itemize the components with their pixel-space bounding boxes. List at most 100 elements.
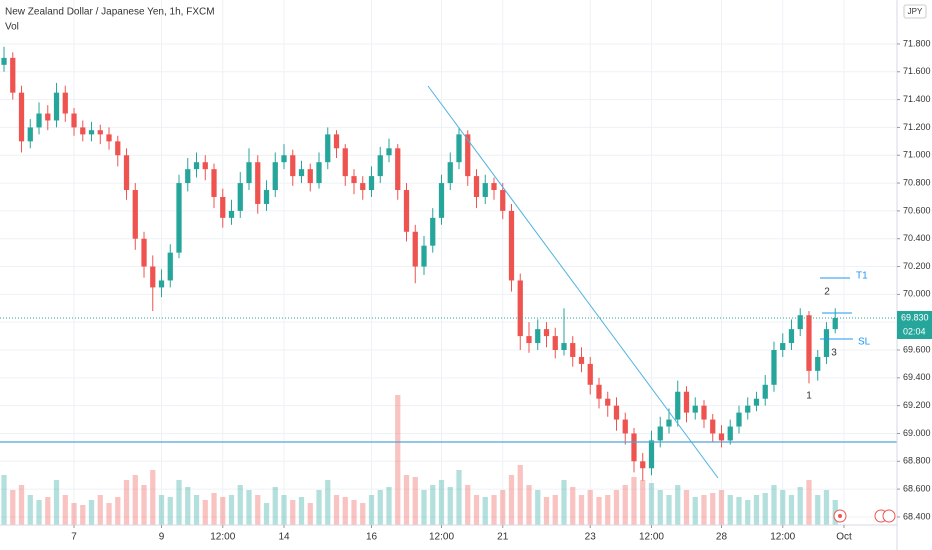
volume-bar	[613, 490, 620, 525]
candle-body	[106, 134, 112, 142]
candle-body	[561, 343, 567, 351]
volume-bar	[718, 490, 725, 525]
volume-bar	[578, 495, 585, 525]
candle-body	[535, 329, 541, 344]
candle-body	[473, 176, 480, 197]
x-tick-label: 23	[585, 532, 597, 543]
candle-body	[27, 127, 33, 142]
trend-line[interactable]	[427, 85, 719, 479]
y-tick-label: 70.600	[903, 205, 931, 215]
candle-body	[430, 217, 436, 246]
volume-bar	[771, 485, 777, 525]
volume-bar	[360, 503, 366, 525]
annotation-t1: T1	[856, 271, 868, 282]
volume-bar	[605, 495, 611, 525]
candle-body	[622, 419, 628, 434]
volume-bar	[806, 480, 812, 525]
volume-bar	[421, 490, 427, 525]
x-tick-label: 12:00	[429, 532, 454, 543]
y-tick-label: 71.200	[903, 122, 931, 132]
candle-body	[237, 183, 243, 211]
candle-body	[290, 155, 296, 177]
candle-body	[97, 130, 103, 135]
candle-body	[745, 405, 751, 413]
candle-body	[368, 176, 375, 191]
y-tick-label: 71.600	[903, 66, 931, 76]
candle-body	[508, 210, 515, 281]
volume-bar	[482, 497, 488, 525]
candle-body	[255, 162, 261, 204]
volume-bar	[255, 495, 261, 525]
candle-body	[1, 57, 7, 65]
y-tick-label: 71.000	[903, 150, 931, 160]
x-tick-label: 12:00	[770, 532, 795, 543]
x-tick-label: 21	[497, 532, 509, 543]
volume-bar	[447, 487, 453, 525]
annotation-1: 1	[806, 391, 812, 402]
candle-body	[456, 134, 462, 163]
currency-badge[interactable]	[903, 4, 927, 19]
candle-body	[552, 336, 558, 351]
candle-body	[228, 210, 235, 218]
volume-bar	[456, 470, 462, 525]
candle-body	[753, 398, 760, 406]
y-tick-label: 71.400	[903, 94, 931, 104]
y-tick-label: 68.400	[903, 511, 931, 521]
volume-bar	[465, 485, 471, 525]
volume-bar	[403, 475, 410, 525]
candle-body	[788, 329, 795, 344]
volume-bar	[745, 500, 751, 525]
volume-bar	[307, 503, 313, 525]
volume-bar	[62, 495, 68, 525]
candle-body	[202, 162, 208, 170]
volume-bar	[36, 500, 42, 525]
candle-body	[88, 130, 95, 135]
volume-bar	[517, 465, 523, 525]
event-icon[interactable]	[882, 509, 896, 523]
volume-bar	[202, 500, 208, 525]
candle-body	[465, 134, 471, 177]
last-price-label: 69.830	[901, 312, 929, 322]
annotation-2: 2	[824, 287, 830, 298]
volume-bar	[543, 497, 550, 525]
volume-bar	[106, 503, 112, 525]
volume-bar	[710, 493, 716, 525]
volume-bar	[377, 490, 383, 525]
candle-body	[605, 398, 611, 406]
y-tick-label: 69.200	[903, 400, 931, 410]
candle-body	[115, 141, 121, 156]
candle-body	[10, 57, 16, 93]
candle-body	[640, 461, 646, 469]
candle-body	[167, 252, 173, 281]
volume-bar	[552, 495, 558, 525]
currency: JPY	[908, 7, 923, 16]
candle-body	[377, 155, 383, 177]
x-tick-label: 7	[71, 532, 77, 543]
volume-bar	[185, 487, 191, 525]
volume-bar	[570, 487, 576, 525]
symbol-title: New Zealand Dollar / Japanese Yen, 1h, F…	[5, 7, 215, 18]
y-tick-label: 69.000	[903, 428, 931, 438]
candle-body	[648, 440, 655, 469]
candle-body	[193, 162, 200, 170]
volume-layer	[1, 395, 838, 525]
candle-body	[325, 134, 331, 163]
candle-body	[736, 412, 742, 427]
candle-body	[447, 162, 453, 184]
volume-bar	[596, 497, 602, 525]
volume-bar	[158, 495, 165, 525]
volume-bar	[176, 480, 182, 525]
volume-bar	[762, 493, 768, 525]
candle-body	[141, 238, 147, 267]
candle-body	[307, 169, 313, 184]
volume-bar	[246, 490, 252, 525]
candle-body	[482, 183, 488, 197]
x-tick-label: 12:00	[210, 532, 235, 543]
y-tick-label: 70.400	[903, 233, 931, 243]
volume-bar	[622, 485, 628, 525]
candle-body	[80, 127, 86, 135]
candle-body	[123, 155, 130, 191]
volume-bar	[727, 495, 733, 525]
x-tick-label: 28	[716, 532, 728, 543]
